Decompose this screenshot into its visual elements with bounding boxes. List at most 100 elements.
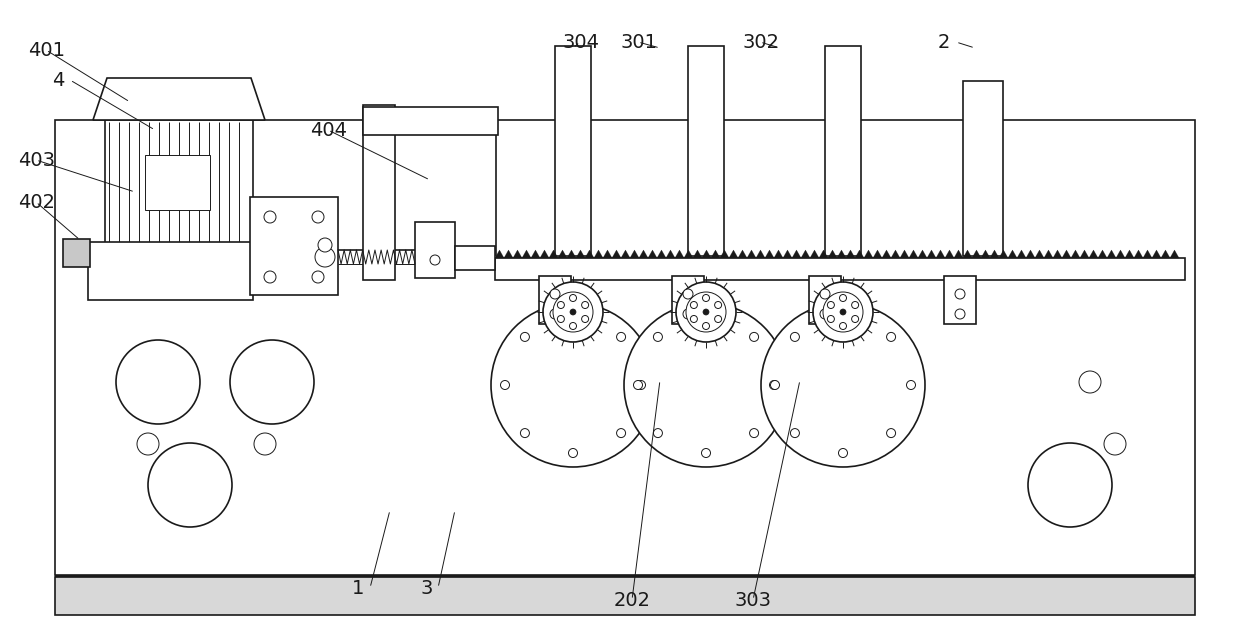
Bar: [688, 46, 724, 256]
Polygon shape: [873, 250, 882, 258]
Circle shape: [750, 429, 758, 438]
Polygon shape: [549, 250, 558, 258]
Circle shape: [520, 429, 529, 438]
Polygon shape: [1116, 250, 1125, 258]
Polygon shape: [684, 250, 693, 258]
Polygon shape: [864, 250, 873, 258]
Polygon shape: [774, 250, 783, 258]
Polygon shape: [838, 250, 846, 258]
Polygon shape: [1070, 250, 1080, 258]
Polygon shape: [711, 250, 720, 258]
Polygon shape: [828, 250, 838, 258]
Bar: [63, 239, 90, 267]
Text: 401: 401: [28, 40, 64, 60]
Circle shape: [581, 301, 589, 308]
Circle shape: [147, 443, 232, 527]
Circle shape: [820, 289, 830, 299]
Bar: [415, 222, 455, 278]
Bar: [825, 46, 861, 256]
Circle shape: [570, 323, 576, 330]
Polygon shape: [729, 250, 738, 258]
Circle shape: [617, 332, 626, 341]
Text: 403: 403: [19, 150, 55, 170]
Circle shape: [761, 303, 926, 467]
Text: 302: 302: [742, 33, 779, 51]
Circle shape: [771, 381, 779, 390]
Polygon shape: [999, 250, 1009, 258]
Circle shape: [558, 301, 565, 308]
Bar: [105, 120, 253, 250]
Circle shape: [633, 381, 643, 390]
Polygon shape: [667, 250, 675, 258]
Bar: [672, 276, 704, 324]
Polygon shape: [927, 250, 935, 258]
Polygon shape: [703, 250, 711, 258]
Polygon shape: [504, 250, 513, 258]
Circle shape: [653, 429, 663, 438]
Polygon shape: [603, 250, 612, 258]
Circle shape: [624, 303, 788, 467]
Bar: [363, 105, 395, 280]
Circle shape: [840, 294, 846, 301]
Polygon shape: [1017, 250, 1026, 258]
Polygon shape: [810, 250, 819, 258]
Polygon shape: [1009, 250, 1017, 258]
Circle shape: [686, 292, 726, 332]
Polygon shape: [973, 250, 981, 258]
Circle shape: [264, 211, 276, 223]
Polygon shape: [945, 250, 954, 258]
Polygon shape: [648, 250, 657, 258]
Polygon shape: [792, 250, 800, 258]
Polygon shape: [990, 250, 999, 258]
Polygon shape: [1080, 250, 1089, 258]
Circle shape: [520, 332, 529, 341]
Circle shape: [1104, 433, 1126, 455]
Polygon shape: [532, 250, 540, 258]
Polygon shape: [1089, 250, 1098, 258]
Polygon shape: [675, 250, 684, 258]
Text: 4: 4: [52, 70, 64, 90]
Circle shape: [790, 429, 799, 438]
Polygon shape: [882, 250, 891, 258]
Circle shape: [790, 332, 799, 341]
Circle shape: [230, 340, 313, 424]
Circle shape: [828, 316, 834, 323]
Bar: [363, 107, 498, 135]
Polygon shape: [1062, 250, 1070, 258]
Polygon shape: [1170, 250, 1180, 258]
Bar: [944, 276, 976, 324]
Circle shape: [750, 332, 758, 341]
Polygon shape: [540, 250, 549, 258]
Circle shape: [683, 289, 693, 299]
Circle shape: [955, 289, 965, 299]
Polygon shape: [1026, 250, 1035, 258]
Polygon shape: [513, 250, 522, 258]
Circle shape: [315, 247, 335, 267]
Circle shape: [839, 449, 847, 458]
Circle shape: [703, 294, 710, 301]
Circle shape: [887, 332, 896, 341]
Text: 202: 202: [615, 591, 650, 609]
Circle shape: [1028, 443, 1111, 527]
Circle shape: [828, 301, 834, 308]
Text: 301: 301: [620, 33, 657, 51]
Bar: [55, 577, 1194, 615]
Polygon shape: [576, 250, 585, 258]
Bar: [55, 575, 1194, 577]
Polygon shape: [1134, 250, 1144, 258]
Bar: [555, 46, 591, 256]
Circle shape: [318, 238, 332, 252]
Polygon shape: [900, 250, 909, 258]
Circle shape: [703, 309, 709, 315]
Polygon shape: [621, 250, 629, 258]
Bar: [539, 276, 571, 324]
Circle shape: [138, 433, 159, 455]
Circle shape: [570, 309, 576, 315]
Polygon shape: [1144, 250, 1152, 258]
Circle shape: [550, 289, 560, 299]
Polygon shape: [593, 250, 603, 258]
Circle shape: [553, 292, 593, 332]
Polygon shape: [891, 250, 900, 258]
Circle shape: [550, 309, 560, 319]
Circle shape: [715, 301, 721, 308]
